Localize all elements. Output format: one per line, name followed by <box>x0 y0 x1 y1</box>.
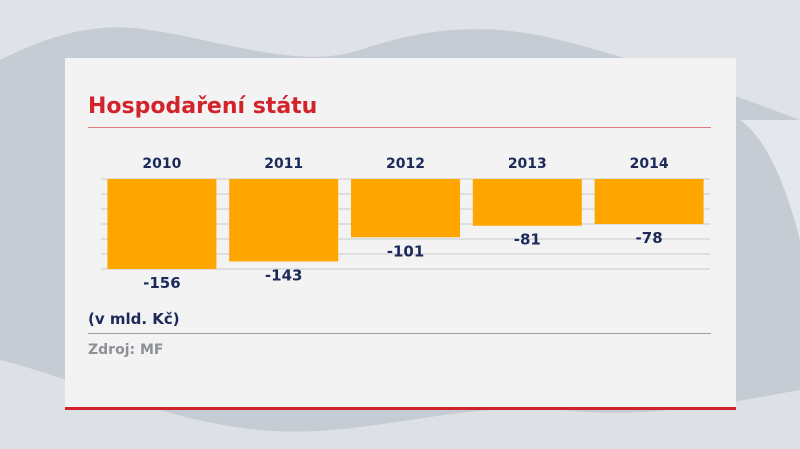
bar-chart: 2010 -156 2011 -143 2012 -101 2013 -81 2014 -78 <box>101 156 710 292</box>
category-label-2012: 2012 <box>386 156 425 172</box>
footer-divider <box>88 333 711 334</box>
category-label-2011: 2011 <box>264 156 303 172</box>
bar-2014 <box>594 179 704 224</box>
chart-card: Hospodaření státu 2010 -156 2011 -143 2012 -1… <box>65 58 736 410</box>
category-label-2013: 2013 <box>508 156 547 172</box>
value-label-2011: -143 <box>265 267 303 285</box>
title-divider <box>88 127 711 128</box>
bar-2011 <box>229 179 339 262</box>
bar-2010 <box>107 179 217 269</box>
bar-2013 <box>472 179 582 226</box>
source-note: Zdroj: MF <box>88 342 164 358</box>
value-label-2010: -156 <box>143 274 181 292</box>
unit-note: (v mld. Kč) <box>88 310 180 328</box>
value-label-2012: -101 <box>387 242 425 260</box>
chart-title: Hospodaření státu <box>88 94 318 119</box>
category-label-2010: 2010 <box>142 156 181 172</box>
value-label-2014: -78 <box>636 229 663 247</box>
bar-2012 <box>351 179 460 238</box>
value-label-2013: -81 <box>514 231 541 249</box>
category-label-2014: 2014 <box>630 156 669 172</box>
